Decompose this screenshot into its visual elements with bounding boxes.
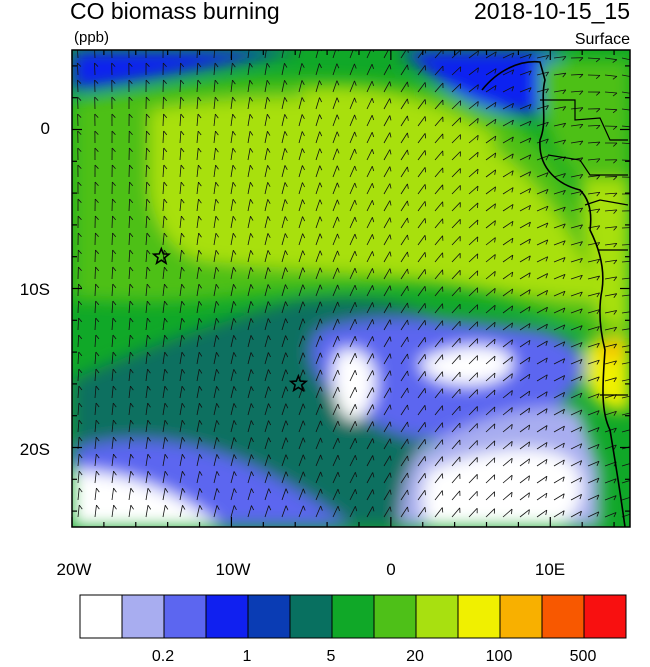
wind-vectors [76, 50, 630, 518]
colorbar-label-5: 5 [326, 648, 336, 665]
colorbar-label-100: 100 [485, 648, 513, 665]
colorbar-swatch [79, 594, 123, 639]
colorbar-swatch [247, 594, 291, 639]
coastline [481, 60, 626, 527]
marker-layer [151, 246, 309, 393]
colorbar-swatch [289, 594, 333, 639]
co-map [71, 49, 631, 528]
colorbar-swatch [373, 594, 417, 639]
lon-label-0: 0 [386, 560, 396, 579]
colorbar-label-500: 500 [569, 648, 597, 665]
colorbar-swatch [163, 594, 207, 639]
lat-label-20s: 20S [19, 440, 50, 459]
colorbar-label-1: 1 [242, 648, 252, 665]
colorbar-swatch [541, 594, 585, 639]
colorbar-swatch [331, 594, 375, 639]
level-label: Surface [574, 31, 630, 48]
country-borders [540, 99, 629, 396]
colorbar-swatch [583, 594, 627, 639]
units-label: (ppb) [74, 29, 110, 46]
star-marker-south [288, 373, 309, 393]
lat-label-0: 0 [40, 119, 50, 138]
colorbar-swatch [205, 594, 249, 639]
lon-label-10w: 10W [215, 560, 251, 579]
colorbar-swatch [121, 594, 165, 639]
colorbar-label-20: 20 [406, 648, 424, 665]
map-title: CO biomass burning [70, 0, 280, 24]
star-marker-north [151, 246, 171, 265]
colorbar-swatch [499, 594, 543, 639]
colorbar-swatch [457, 594, 501, 639]
colorbar-label-0-2: 0.2 [151, 648, 175, 665]
valid-time: 2018-10-15_15 [473, 0, 630, 24]
lat-label-10s: 10S [19, 280, 50, 299]
colorbar-swatch [415, 594, 459, 639]
colorbar [79, 594, 627, 639]
lon-label-10e: 10E [534, 560, 566, 579]
lon-label-20w: 20W [56, 560, 92, 579]
axis-ticks [71, 50, 630, 527]
